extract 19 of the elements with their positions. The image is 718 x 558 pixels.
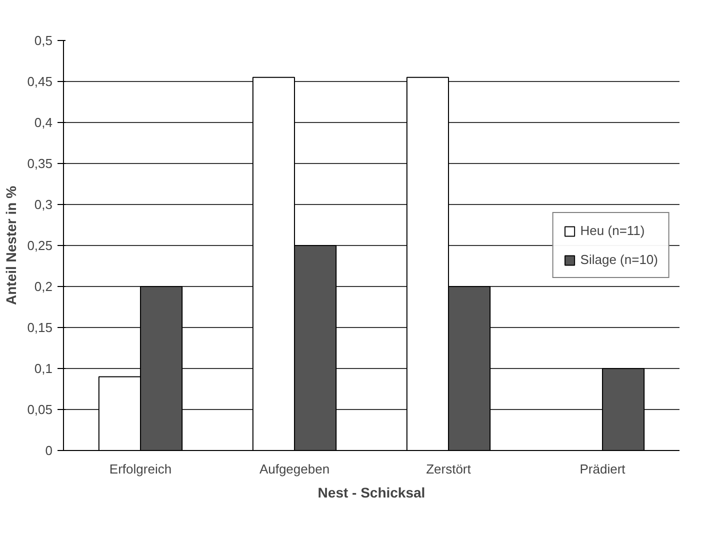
y-tick-label: 0,25 bbox=[27, 238, 53, 253]
y-tick-label: 0,3 bbox=[34, 197, 53, 212]
legend-label: Heu (n=11) bbox=[580, 223, 645, 238]
x-tick-label: Zerstört bbox=[426, 462, 472, 476]
y-tick-label: 0,2 bbox=[34, 279, 53, 294]
y-tick-label: 0,05 bbox=[27, 402, 53, 417]
y-tick-label: 0,5 bbox=[34, 33, 53, 48]
y-tick-label: 0,15 bbox=[27, 320, 53, 335]
x-tick-label: Prädiert bbox=[580, 462, 626, 476]
y-tick-label: 0,45 bbox=[27, 74, 53, 89]
x-axis-title: Nest - Schicksal bbox=[318, 484, 426, 500]
y-tick-label: 0,35 bbox=[27, 156, 53, 171]
legend-label: Silage (n=10) bbox=[580, 252, 658, 267]
y-axis-title: Anteil Nester in % bbox=[3, 185, 20, 306]
y-tick-label: 0,4 bbox=[34, 115, 53, 130]
y-tick-label: 0,1 bbox=[34, 361, 53, 376]
x-tick-label: Erfolgreich bbox=[109, 462, 172, 476]
y-tick-label: 0 bbox=[45, 443, 53, 458]
x-tick-label: Aufgegeben bbox=[259, 462, 330, 476]
